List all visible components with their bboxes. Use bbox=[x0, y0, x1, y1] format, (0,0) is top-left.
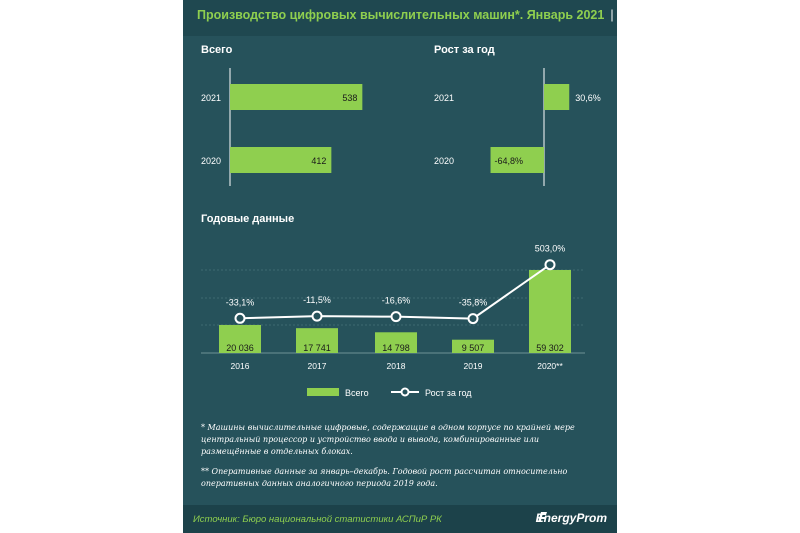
section-title-total: Всего bbox=[201, 44, 233, 56]
total-category-label: 2020 bbox=[201, 156, 221, 166]
legend-marker-growth bbox=[400, 387, 410, 397]
growth-line bbox=[239, 263, 551, 320]
footnotes: * Машины вычислительные цифровые, содерж… bbox=[201, 422, 601, 498]
legend-label-growth: Рост за год bbox=[425, 388, 472, 398]
growth-marker bbox=[544, 259, 556, 271]
annual-bar bbox=[375, 332, 417, 353]
growth-line-label: -16,6% bbox=[382, 296, 411, 306]
growth-line-label: 503,0% bbox=[535, 244, 566, 254]
growth-data-label: 30,6% bbox=[575, 93, 601, 103]
unit-label: | штук bbox=[610, 8, 645, 22]
growth-marker bbox=[467, 313, 479, 325]
brand-name: EnergyProm bbox=[535, 511, 607, 525]
annual-bar-label: 9 507 bbox=[462, 343, 485, 353]
total-data-label: 538 bbox=[342, 93, 357, 103]
total-data-label: 412 bbox=[311, 156, 326, 166]
growth-marker bbox=[390, 311, 402, 323]
total-bar bbox=[230, 147, 332, 173]
annual-category-label: 2020** bbox=[537, 361, 563, 371]
annual-category-label: 2019 bbox=[464, 361, 483, 371]
growth-line-label: -33,1% bbox=[226, 297, 255, 307]
annual-bar-label: 14 798 bbox=[382, 343, 410, 353]
annual-category-label: 2016 bbox=[231, 361, 250, 371]
growth-marker bbox=[311, 310, 323, 322]
footnote-1: * Машины вычислительные цифровые, содерж… bbox=[201, 423, 575, 456]
chart-title: Производство цифровых вычислительных маш… bbox=[197, 8, 605, 22]
growth-line-label: -11,5% bbox=[303, 295, 331, 305]
growth-line-label: -35,8% bbox=[459, 298, 488, 308]
total-category-label: 2021 bbox=[201, 93, 221, 103]
energyprom-logo-icon bbox=[537, 512, 547, 522]
growth-marker bbox=[234, 312, 246, 324]
growth-bar bbox=[544, 84, 570, 110]
growth-bar bbox=[490, 147, 544, 173]
annual-bar-label: 59 302 bbox=[536, 343, 564, 353]
header-bar: Производство цифровых вычислительных маш… bbox=[183, 0, 645, 36]
total-bar bbox=[230, 84, 363, 110]
title-line: Производство цифровых вычислительных маш… bbox=[197, 8, 645, 22]
annual-category-label: 2018 bbox=[387, 361, 406, 371]
section-title-annual: Годовые данные bbox=[201, 213, 295, 225]
annual-bar-label: 17 741 bbox=[303, 343, 331, 353]
growth-data-label: -64,8% bbox=[495, 156, 524, 166]
footer-bar: Источник: Бюро национальной статистики А… bbox=[183, 505, 617, 533]
growth-category-label: 2021 bbox=[434, 93, 454, 103]
infographic-panel: Производство цифровых вычислительных маш… bbox=[183, 0, 645, 533]
annual-category-label: 2017 bbox=[308, 361, 327, 371]
charts-svg: 2021 538 2020 412 2021 30,6% 2020 -64,8% 20 036 2… bbox=[201, 68, 601, 398]
source-text: Источник: Бюро национальной статистики А… bbox=[193, 514, 442, 525]
brand-logo: EnergyProm bbox=[536, 511, 607, 525]
annual-bar bbox=[296, 328, 338, 353]
annual-bar-label: 20 036 bbox=[226, 343, 254, 353]
footnote-2: ** Оперативные данные за январь–декабрь.… bbox=[201, 467, 568, 488]
annual-bar bbox=[529, 269, 571, 353]
legend-swatch-total bbox=[307, 388, 339, 396]
annual-bar bbox=[219, 324, 261, 353]
annual-bar bbox=[452, 339, 494, 353]
legend-label-total: Всего bbox=[345, 388, 369, 398]
growth-category-label: 2020 bbox=[434, 156, 454, 166]
section-title-growth: Рост за год bbox=[434, 44, 495, 56]
